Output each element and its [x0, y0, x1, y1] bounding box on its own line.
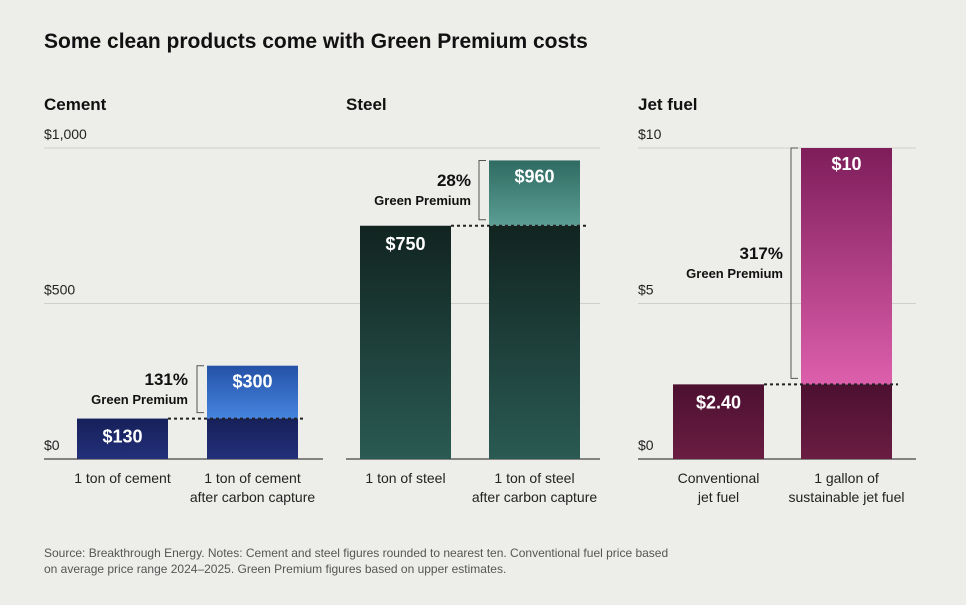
- category-label: Conventional: [678, 470, 760, 486]
- bar-value-label: $960: [514, 166, 554, 186]
- category-label: 1 ton of steel: [365, 470, 445, 486]
- green-premium-percent: 28%: [437, 171, 471, 190]
- bar-value-label: $300: [232, 372, 272, 392]
- bar-value-label: $10: [831, 154, 861, 174]
- bar-steel-conventional: [360, 225, 451, 459]
- y-tick-label: $0: [44, 437, 60, 453]
- category-label: after carbon capture: [190, 489, 316, 505]
- bar-value-label: $750: [385, 234, 425, 254]
- premium-bracket: [196, 365, 204, 414]
- bar-steel-clean-base: [489, 225, 580, 459]
- bar-cement-conventional: [77, 418, 168, 459]
- bar-steel-clean-premium: [489, 160, 580, 226]
- bar-jet-clean-base: [801, 384, 892, 459]
- bar-jet-conventional: [673, 384, 764, 459]
- panel-title-jet: Jet fuel: [638, 95, 698, 114]
- category-label: 1 ton of cement: [74, 470, 171, 486]
- green-premium-label: Green Premium: [91, 392, 188, 407]
- panel-title-cement: Cement: [44, 95, 107, 114]
- bar-value-label: $130: [102, 427, 142, 447]
- green-premium-percent: 131%: [145, 370, 188, 389]
- y-tick-label: $1,000: [44, 126, 87, 142]
- y-tick-label: $0: [638, 437, 654, 453]
- green-premium-label: Green Premium: [686, 266, 783, 281]
- category-label: sustainable jet fuel: [789, 489, 905, 505]
- bar-cement-clean-base: [207, 418, 298, 459]
- green-premium-label: Green Premium: [374, 193, 471, 208]
- premium-bracket: [478, 159, 486, 221]
- chart-title: Some clean products come with Green Prem…: [44, 30, 588, 53]
- y-tick-label: $5: [638, 282, 654, 298]
- y-tick-label: $10: [638, 126, 662, 142]
- panel-title-steel: Steel: [346, 95, 387, 114]
- bar-cement-clean-premium: [207, 365, 298, 419]
- premium-bracket: [790, 147, 798, 379]
- category-label: jet fuel: [697, 489, 739, 505]
- source-note-line-1: Source: Breakthrough Energy. Notes: Ceme…: [44, 546, 668, 560]
- y-tick-label: $500: [44, 282, 75, 298]
- bar-jet-clean-premium: [801, 148, 892, 385]
- category-label: 1 ton of cement: [204, 470, 301, 486]
- category-label: after carbon capture: [472, 489, 598, 505]
- category-label: 1 gallon of: [814, 470, 879, 486]
- category-label: 1 ton of steel: [494, 470, 574, 486]
- green-premium-percent: 317%: [740, 244, 783, 263]
- bar-value-label: $2.40: [696, 392, 741, 412]
- source-note-line-2: on average price range 2024–2025. Green …: [44, 562, 506, 576]
